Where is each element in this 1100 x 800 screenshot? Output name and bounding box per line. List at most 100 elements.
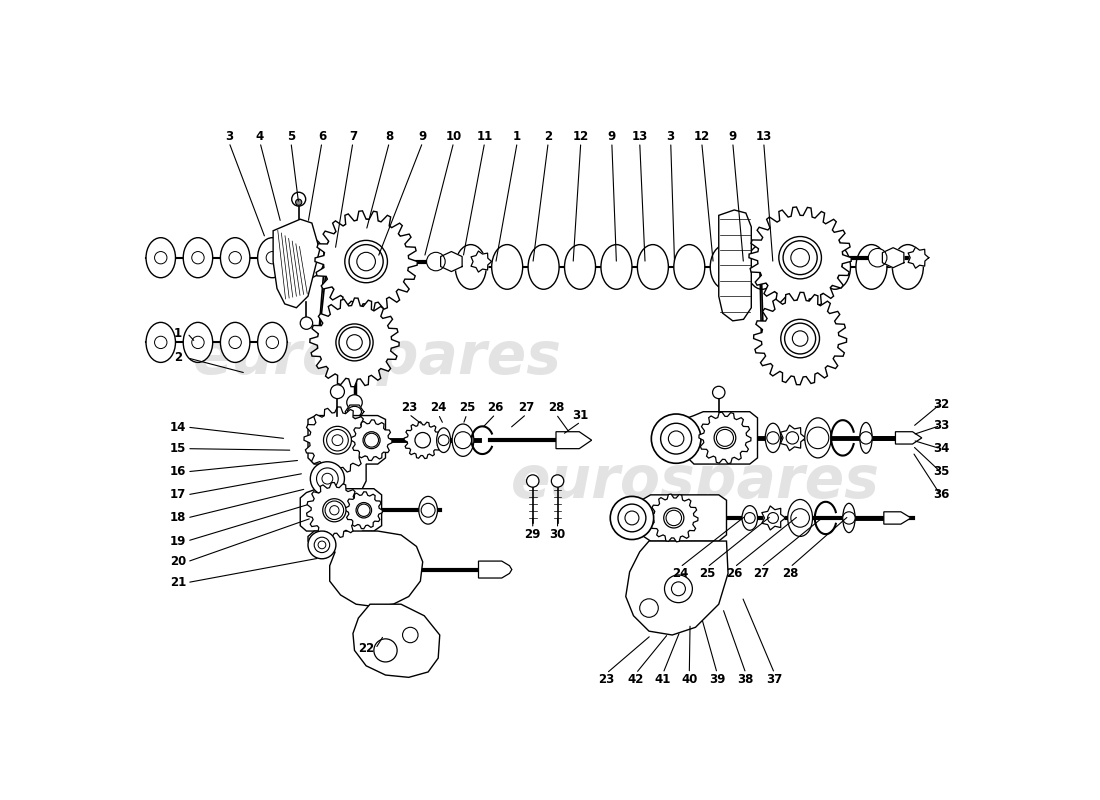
Text: 3: 3 (224, 130, 233, 142)
Circle shape (415, 433, 430, 448)
Ellipse shape (455, 245, 486, 290)
Circle shape (304, 251, 316, 264)
Text: 41: 41 (654, 673, 671, 686)
Ellipse shape (220, 322, 250, 362)
Circle shape (292, 192, 306, 206)
Ellipse shape (257, 322, 287, 362)
Polygon shape (718, 210, 751, 321)
Circle shape (745, 513, 756, 523)
Text: 29: 29 (525, 529, 541, 542)
Text: 27: 27 (518, 402, 535, 414)
Circle shape (651, 414, 701, 463)
Ellipse shape (184, 238, 212, 278)
Circle shape (783, 241, 817, 274)
Text: 33: 33 (934, 419, 949, 432)
Text: 9: 9 (419, 130, 427, 142)
Circle shape (661, 423, 692, 454)
Circle shape (714, 427, 736, 449)
Text: 9: 9 (607, 130, 616, 142)
Circle shape (860, 432, 872, 444)
Ellipse shape (742, 506, 758, 530)
Text: 24: 24 (672, 567, 689, 580)
Circle shape (438, 434, 449, 446)
Polygon shape (698, 412, 751, 463)
Text: 12: 12 (573, 130, 588, 142)
Text: 9: 9 (728, 130, 737, 142)
Text: 2: 2 (544, 130, 552, 142)
Text: 38: 38 (738, 673, 755, 686)
Polygon shape (895, 432, 922, 444)
Polygon shape (310, 298, 399, 386)
Polygon shape (308, 415, 385, 493)
Polygon shape (781, 425, 805, 450)
Circle shape (229, 251, 241, 264)
Circle shape (610, 496, 653, 539)
Text: eurospares: eurospares (512, 453, 880, 510)
Circle shape (779, 237, 822, 279)
Circle shape (363, 432, 381, 449)
Polygon shape (754, 292, 847, 385)
Polygon shape (762, 506, 785, 530)
Circle shape (527, 475, 539, 487)
Ellipse shape (220, 238, 250, 278)
Ellipse shape (452, 424, 474, 456)
Circle shape (332, 434, 343, 446)
Ellipse shape (788, 499, 813, 537)
Text: 13: 13 (631, 130, 648, 142)
Polygon shape (308, 531, 422, 606)
Ellipse shape (601, 245, 631, 290)
Circle shape (403, 627, 418, 642)
Circle shape (791, 249, 810, 267)
Text: 31: 31 (573, 409, 588, 422)
Text: 14: 14 (169, 421, 186, 434)
Polygon shape (315, 211, 417, 312)
Text: 25: 25 (459, 402, 475, 414)
Ellipse shape (637, 245, 669, 290)
Text: 4: 4 (256, 130, 264, 142)
Text: 42: 42 (628, 673, 643, 686)
Ellipse shape (711, 245, 741, 290)
Circle shape (344, 240, 387, 282)
Text: 5: 5 (287, 130, 295, 142)
Circle shape (322, 498, 346, 522)
Text: 28: 28 (548, 402, 564, 414)
Circle shape (326, 501, 343, 519)
Circle shape (640, 599, 658, 618)
Polygon shape (353, 604, 440, 678)
Polygon shape (909, 247, 928, 268)
Text: 25: 25 (698, 567, 715, 580)
Text: 11: 11 (476, 130, 493, 142)
Circle shape (358, 504, 370, 517)
Ellipse shape (348, 406, 362, 417)
Text: 15: 15 (169, 442, 186, 455)
Ellipse shape (146, 322, 176, 362)
Circle shape (767, 432, 779, 444)
Text: 6: 6 (318, 130, 326, 142)
Circle shape (346, 394, 362, 410)
Circle shape (671, 582, 685, 596)
Circle shape (356, 252, 375, 270)
Circle shape (768, 513, 779, 523)
Text: 10: 10 (446, 130, 462, 142)
Circle shape (349, 245, 383, 278)
Circle shape (618, 504, 646, 532)
Text: 1: 1 (174, 326, 182, 340)
Circle shape (266, 336, 278, 349)
Circle shape (667, 510, 682, 526)
Polygon shape (404, 422, 441, 458)
Text: 19: 19 (169, 534, 186, 547)
Ellipse shape (184, 322, 212, 362)
Text: 23: 23 (400, 402, 417, 414)
Polygon shape (471, 251, 492, 272)
Text: 22: 22 (358, 642, 374, 655)
Text: 34: 34 (933, 442, 949, 455)
Circle shape (663, 508, 684, 528)
Text: 20: 20 (169, 555, 186, 568)
Circle shape (664, 575, 692, 602)
Text: 1: 1 (514, 130, 521, 142)
Polygon shape (345, 405, 364, 418)
Circle shape (310, 462, 344, 496)
Ellipse shape (437, 428, 451, 453)
Circle shape (786, 432, 799, 444)
Circle shape (781, 319, 820, 358)
